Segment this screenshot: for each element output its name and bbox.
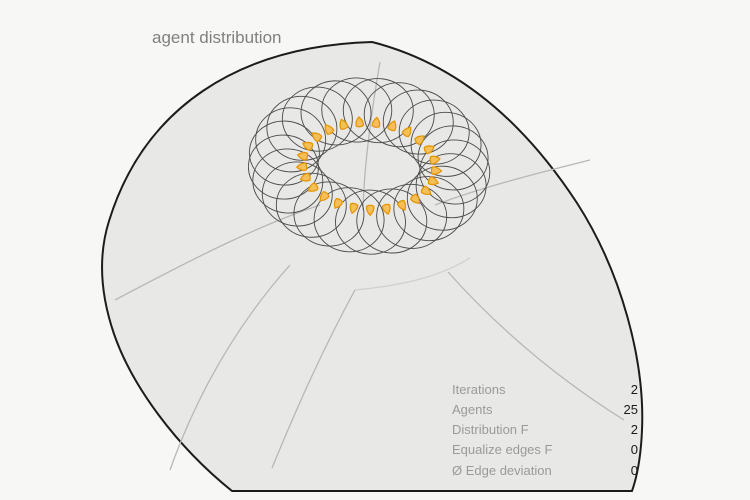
stats-row: Distribution F 2 [452,420,638,440]
stats-panel: Iterations2Agents25Distribution F2Equali… [452,380,638,481]
stats-value: 0 [600,461,638,481]
stats-label: Distribution F [452,420,529,440]
stats-label: Iterations [452,380,505,400]
stats-row: Equalize edges F 0 [452,440,638,460]
page-title: agent distribution [152,28,281,48]
stats-row: Agents 25 [452,400,638,420]
stats-label: Agents [452,400,492,420]
viewport: agent distribution Iterations2Agents25Di… [0,0,750,500]
stats-value: 2 [600,380,638,400]
stats-label: Ø Edge deviation [452,461,552,481]
stats-label: Equalize edges F [452,440,552,460]
stats-value: 2 [600,420,638,440]
stats-value: 0 [600,440,638,460]
stats-value: 25 [600,400,638,420]
stats-row: Iterations 2 [452,380,638,400]
stats-row: Ø Edge deviation 0 [452,461,638,481]
